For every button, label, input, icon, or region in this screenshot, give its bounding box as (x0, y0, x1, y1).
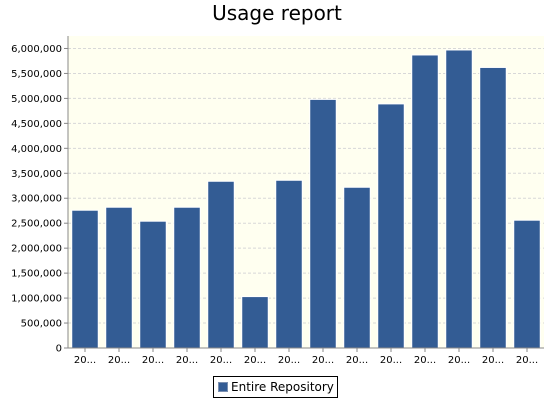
bar (173, 206, 201, 349)
y-tick-label: 4,500,000 (11, 119, 62, 130)
x-tick-label: 20... (210, 355, 232, 366)
y-tick-label: 4,000,000 (11, 144, 62, 155)
x-tick-label: 20... (108, 355, 130, 366)
y-tick-label: 5,500,000 (11, 69, 62, 80)
bar (343, 186, 371, 349)
x-tick-label: 20... (482, 355, 504, 366)
x-tick-label: 20... (244, 355, 266, 366)
y-tick-label: 3,500,000 (11, 169, 62, 180)
bar (241, 296, 269, 349)
x-tick-label: 20... (278, 355, 300, 366)
bar (377, 103, 405, 349)
bar (105, 206, 133, 349)
bar (479, 66, 507, 349)
y-tick-label: 1,500,000 (11, 269, 62, 280)
y-tick-label: 1,000,000 (11, 294, 62, 305)
y-axis: 0 500,000 1,000,000 1,500,000 2,000,000 2,500… (11, 36, 69, 355)
x-tick-label: 20... (312, 355, 334, 366)
bar (513, 219, 541, 349)
bar (445, 49, 473, 349)
legend-swatch (218, 382, 228, 392)
x-tick-label: 20... (142, 355, 164, 366)
y-tick-label: 6,000,000 (11, 44, 62, 55)
x-tick-label: 20... (516, 355, 538, 366)
legend-label: Entire Repository (231, 380, 334, 394)
x-axis: 20... 20... 20... 20... 20... 20... 20... 20...… (68, 347, 544, 366)
y-tick-label: 500,000 (21, 319, 62, 330)
chart-title: Usage report (212, 1, 342, 25)
y-tick-label: 3,000,000 (11, 194, 62, 205)
bar (309, 98, 337, 349)
bar (275, 179, 303, 349)
x-tick-label: 20... (414, 355, 436, 366)
x-tick-label: 20... (176, 355, 198, 366)
legend: Entire Repository (213, 376, 338, 398)
y-tick-label: 2,500,000 (11, 219, 62, 230)
bars (71, 49, 541, 349)
y-tick-label: 0 (56, 344, 62, 355)
x-tick-label: 20... (448, 355, 470, 366)
y-tick-label: 5,000,000 (11, 94, 62, 105)
bar (71, 209, 99, 349)
x-tick-label: 20... (74, 355, 96, 366)
bar (139, 220, 167, 349)
bar (411, 54, 439, 349)
x-tick-label: 20... (380, 355, 402, 366)
x-tick-label: 20... (346, 355, 368, 366)
y-tick-label: 2,000,000 (11, 244, 62, 255)
bar (207, 180, 235, 349)
